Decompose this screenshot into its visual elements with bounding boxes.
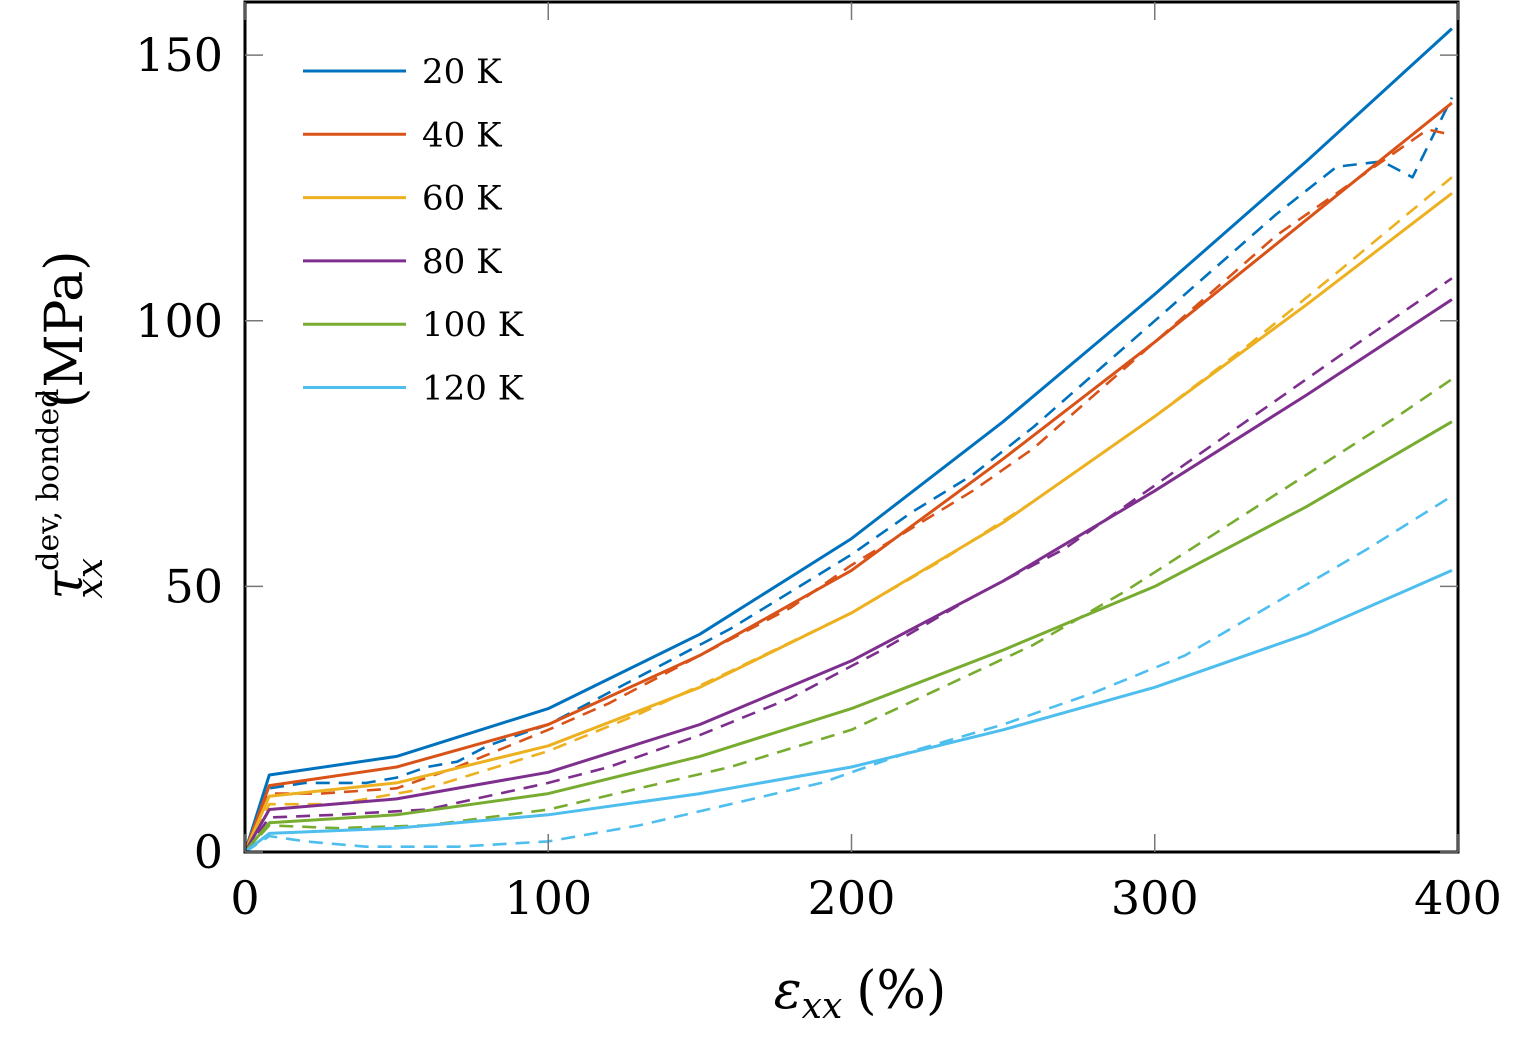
series-20k-solid-line (243, 27, 1453, 853)
y-axis-title: τdev, bondedxx (MPa) (31, 250, 111, 599)
x-tick-label: 300 (1111, 871, 1199, 925)
series-80k-dashed-line (243, 277, 1453, 853)
x-axis-symbol: ε (774, 961, 802, 1021)
legend: 20 K 40 K 60 K 80 K 100 K 120 K (303, 52, 524, 409)
y-tick-label: 50 (164, 559, 223, 613)
legend-label-100k: 100 K (422, 305, 524, 345)
x-axis-unit: (%) (856, 961, 946, 1021)
y-axis-superscript: dev, bonded (31, 389, 66, 571)
svg-text:εxx(%): εxx (%) (774, 961, 947, 1027)
x-tick-label: 400 (1414, 871, 1502, 925)
x-tick-label: 200 (808, 871, 896, 925)
series-100k-solid-line (243, 420, 1453, 853)
x-tick-label: 0 (230, 871, 259, 925)
svg-text:τdev, bondedxx(MPa): τdev, bondedxx (MPa) (31, 250, 111, 599)
x-axis-title: εxx (%) (774, 961, 947, 1027)
x-axis-subscript: xx (802, 986, 843, 1027)
legend-label-60k: 60 K (422, 179, 502, 219)
y-axis-unit: (MPa) (35, 250, 95, 407)
series-120k-solid-line (244, 569, 1453, 854)
y-tick-label: 100 (135, 294, 223, 348)
series-20k-dashed-line (243, 97, 1454, 853)
x-tick-label: 100 (504, 871, 592, 925)
y-tick-label: 150 (135, 28, 223, 82)
series-40k-solid-line (243, 101, 1453, 853)
series-60k-solid-line (243, 192, 1453, 853)
legend-label-120k: 120 K (422, 369, 524, 409)
legend-label-80k: 80 K (422, 242, 502, 282)
series-layer (243, 27, 1454, 854)
series-80k-solid-line (243, 298, 1453, 853)
ticks-layer: 0 100 200 300 400 0 50 100 150 (135, 2, 1502, 925)
legend-label-40k: 40 K (422, 115, 502, 155)
y-axis-subscript: xx (70, 558, 111, 599)
series-120k-dashed-line (244, 494, 1453, 854)
series-100k-dashed-line (244, 378, 1453, 853)
series-40k-dashed-line (243, 128, 1453, 853)
legend-label-20k: 20 K (422, 52, 502, 92)
y-tick-label: 0 (194, 825, 223, 879)
y-axis-symbol: τ (35, 570, 95, 600)
